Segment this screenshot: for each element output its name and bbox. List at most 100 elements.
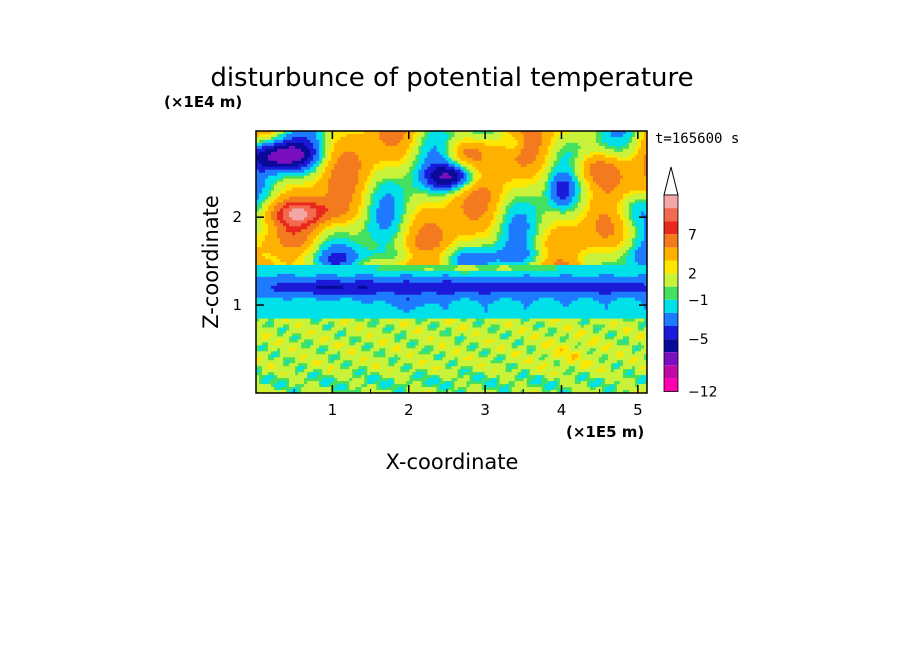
field-cell <box>316 211 320 215</box>
field-cell <box>394 148 398 153</box>
field-cell <box>568 205 573 210</box>
field-cell <box>322 175 326 180</box>
field-cell <box>481 145 486 150</box>
field-cell <box>355 190 359 195</box>
field-cell <box>418 166 423 171</box>
field-cell <box>508 136 513 141</box>
field-cell <box>421 172 426 177</box>
field-cell <box>538 154 543 159</box>
field-cell <box>490 184 495 189</box>
field-cell <box>463 131 468 135</box>
field-cell <box>586 232 591 236</box>
field-cell <box>643 157 647 162</box>
field-cell <box>259 142 263 147</box>
field-cell <box>571 133 576 138</box>
field-cell <box>604 211 609 215</box>
field-cell <box>385 226 389 230</box>
field-cell <box>511 142 516 147</box>
field-cell <box>472 211 477 215</box>
field-cell <box>508 151 513 156</box>
field-cell <box>508 190 513 195</box>
field-cell <box>436 190 441 195</box>
field-cell <box>625 232 630 236</box>
field-cell <box>628 229 633 233</box>
field-cell <box>274 214 278 218</box>
field-cell <box>583 229 588 233</box>
field-cell <box>346 214 350 218</box>
field-cell <box>454 211 459 215</box>
field-cell <box>637 160 642 165</box>
field-cell <box>568 148 573 153</box>
field-cell <box>544 142 549 147</box>
field-cell <box>277 202 281 207</box>
field-cell <box>580 166 585 171</box>
field-cell <box>316 160 320 165</box>
field-cell <box>421 193 426 198</box>
field-cell <box>538 163 543 168</box>
field-cell <box>589 220 594 224</box>
field-cell <box>412 160 417 165</box>
field-cell <box>454 187 459 192</box>
field-cell <box>451 160 456 165</box>
field-cell <box>610 205 615 210</box>
field-cell <box>382 223 386 227</box>
field-cell <box>412 151 417 156</box>
field-cell <box>274 166 278 171</box>
field-cell <box>373 136 377 141</box>
field-cell <box>466 220 471 224</box>
field-cell <box>307 232 311 236</box>
field-cell <box>466 133 471 138</box>
field-cell <box>511 151 516 156</box>
field-cell <box>427 169 432 174</box>
field-cell <box>577 199 582 204</box>
field-cell <box>472 226 477 230</box>
field-cell <box>577 196 582 201</box>
field-cell <box>364 136 368 141</box>
field-cell <box>541 136 546 141</box>
field-cell <box>421 136 426 141</box>
field-cell <box>625 229 630 233</box>
field-cell <box>307 235 311 239</box>
field-cell <box>580 181 585 186</box>
field-cell <box>391 187 395 192</box>
field-cell <box>508 211 513 215</box>
field-cell <box>271 172 275 177</box>
field-cell <box>367 190 371 195</box>
field-cell <box>637 131 642 135</box>
field-cell <box>595 208 600 212</box>
field-cell <box>454 208 459 212</box>
field-cell <box>592 181 597 186</box>
field-cell <box>265 151 269 156</box>
field-cell <box>295 187 299 192</box>
field-cell <box>265 145 269 150</box>
field-cell <box>406 181 410 186</box>
field-cell <box>388 178 392 183</box>
field-cell <box>271 145 275 150</box>
field-cell <box>472 193 477 198</box>
field-cell <box>349 205 353 210</box>
field-cell <box>529 229 534 233</box>
field-cell <box>436 187 441 192</box>
field-cell <box>436 145 441 150</box>
field-cell <box>454 175 459 180</box>
field-cell <box>472 169 477 174</box>
field-cell <box>595 163 600 168</box>
field-cell <box>445 175 450 180</box>
field-cell <box>541 196 546 201</box>
field-cell <box>373 175 377 180</box>
field-cell <box>358 142 362 147</box>
field-cell <box>532 229 537 233</box>
field-cell <box>604 142 609 147</box>
field-cell <box>385 166 389 171</box>
field-cell <box>406 169 410 174</box>
field-cell <box>436 175 441 180</box>
field-cell <box>607 226 612 230</box>
field-cell <box>265 226 269 230</box>
field-cell <box>355 163 359 168</box>
field-cell <box>550 199 555 204</box>
field-cell <box>304 148 308 153</box>
field-cell <box>502 196 507 201</box>
field-cell <box>463 211 468 215</box>
field-cell <box>304 166 308 171</box>
field-cell <box>457 163 462 168</box>
